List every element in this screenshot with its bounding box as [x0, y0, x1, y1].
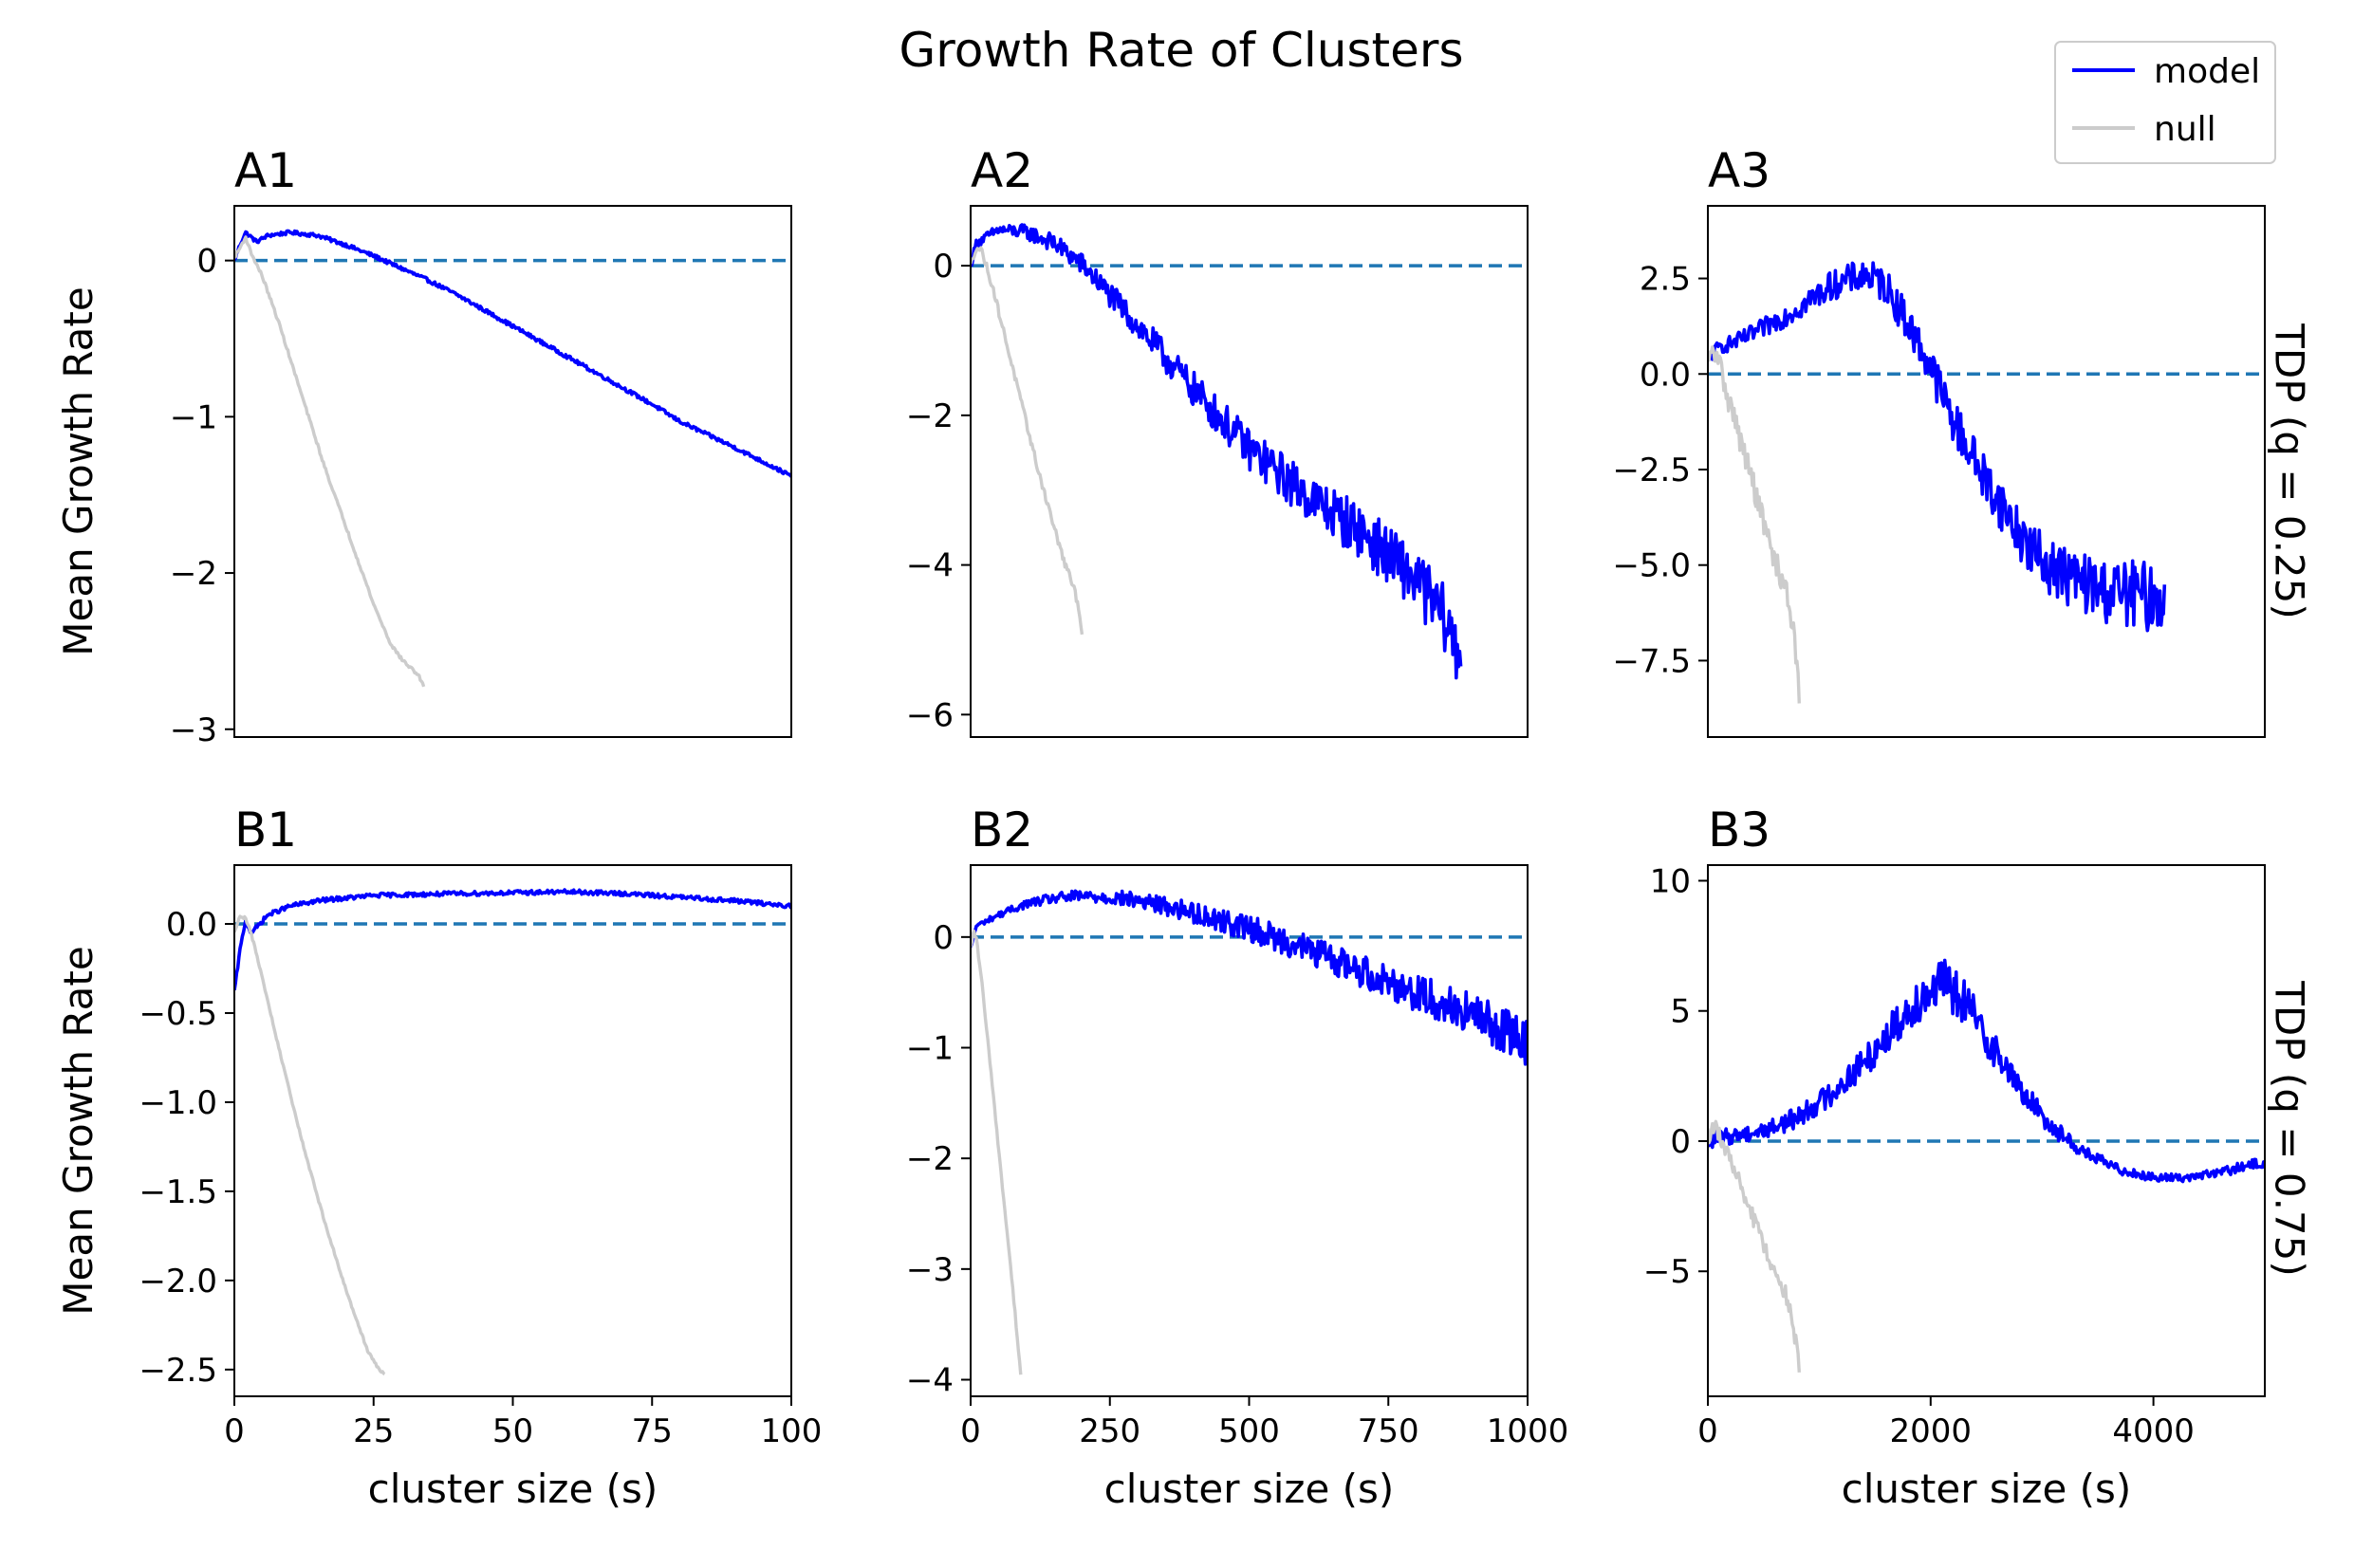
panel-b2-ytick-label: −4 — [906, 1362, 954, 1400]
panel-a1-title: A1 — [234, 143, 297, 198]
row-label-bottom: TDP (q = 0.75) — [2267, 980, 2313, 1277]
panel-b1-series — [234, 888, 791, 1376]
panel-b1: 0.0 −0.5 −1.0 −1.5 −2.0 −2.50 25 50 75 100 B1 clust… — [55, 802, 822, 1512]
panel-b2-xtick-label: 500 — [1218, 1412, 1280, 1450]
panel-b2-xtick-label: 1000 — [1487, 1412, 1569, 1450]
panel-b1-xtick-label: 75 — [632, 1412, 673, 1450]
panel-b1-xtick-label: 50 — [492, 1412, 533, 1450]
panel-b2-xtick-label: 250 — [1079, 1412, 1140, 1450]
panel-b2-ytick-label: −2 — [906, 1140, 954, 1178]
panel-a3-ytick-label: 0.0 — [1640, 356, 1691, 394]
panel-b2-xtick-label: 750 — [1358, 1412, 1419, 1450]
panel-a3: 2.5 0.0 −2.5 −5.0 −7.5 A3 — [1612, 143, 2266, 738]
panel-a2-ytick-label: 0 — [933, 248, 954, 286]
legend-null-label: null — [2154, 110, 2216, 149]
panel-a1-model-line — [234, 229, 791, 478]
panel-a3-series — [1708, 261, 2167, 704]
figure-title: Growth Rate of Clusters — [899, 23, 1463, 78]
panel-a2-ytick-label: −4 — [906, 547, 954, 585]
legend-model-label: model — [2154, 52, 2260, 91]
panel-b1-ytick-label: 0.0 — [166, 906, 217, 944]
panel-a1-ytick-label: −2 — [170, 555, 217, 593]
panel-a2-ytick-label: −2 — [906, 397, 954, 435]
panel-a3-ytick-label: 2.5 — [1640, 261, 1691, 299]
panel-b3-xtick-label: 0 — [1697, 1412, 1718, 1450]
panel-a1-ylabel: Mean Growth Rate — [55, 286, 102, 655]
panel-b3-ytick-label: 0 — [1670, 1123, 1691, 1161]
panel-a1-null-line — [234, 235, 426, 688]
panel-b2-ytick-label: 0 — [933, 919, 954, 957]
panel-b3-frame — [1707, 864, 2266, 1397]
panel-a2-null-line — [971, 246, 1084, 636]
panel-b1-xtick-label: 25 — [353, 1412, 394, 1450]
panel-b1-title: B1 — [234, 802, 297, 858]
panel-b2-ytick-label: −1 — [906, 1030, 954, 1068]
panel-b3-title: B3 — [1708, 802, 1770, 858]
panel-b1-ytick-label: −1.5 — [139, 1173, 217, 1211]
panel-a3-ytick-label: −5.0 — [1612, 547, 1691, 585]
panel-a1-ytick-label: 0 — [196, 243, 217, 281]
row-label-top: TDP (q = 0.25) — [2267, 323, 2313, 619]
panel-a1-ytick-label: −3 — [170, 711, 217, 749]
panel-a3-ytick-label: −7.5 — [1612, 642, 1691, 680]
panel-a1-ytick-label: −1 — [170, 398, 217, 436]
panel-a3-frame — [1707, 205, 2266, 738]
panel-b3-model-line — [1708, 958, 2265, 1184]
panel-a2-model-line — [971, 223, 1463, 680]
panel-b1-xtick-label: 0 — [224, 1412, 245, 1450]
panel-b1-ytick-label: −2.5 — [139, 1352, 217, 1390]
panel-b2-xlabel: cluster size (s) — [1104, 1466, 1395, 1512]
panel-b3-series — [1708, 958, 2265, 1373]
panel-a2-title: A2 — [971, 143, 1033, 198]
panel-a3-model-line — [1708, 261, 2167, 633]
panel-b1-ylabel: Mean Growth Rate — [55, 946, 102, 1315]
panel-b2-frame — [970, 864, 1529, 1397]
panel-b2-model-line — [971, 889, 1528, 1066]
panel-b3-ytick-label: −5 — [1643, 1253, 1691, 1291]
panel-a1-frame — [233, 205, 792, 738]
panel-b3-xtick-label: 2000 — [1890, 1412, 1973, 1450]
panel-b1-xlabel: cluster size (s) — [368, 1466, 658, 1512]
panel-a1: 0 −1 −2 −3 A1 Mean Growth Rate — [55, 143, 792, 749]
legend: model null — [2054, 41, 2276, 164]
panel-b1-frame — [233, 864, 792, 1397]
panel-b3-ytick-label: 10 — [1650, 862, 1691, 900]
panel-b3-xlabel: cluster size (s) — [1842, 1466, 2132, 1512]
panel-b3: 10 5 0 −5 0 2000 4000 B3 cluster size (s) — [1643, 802, 2266, 1512]
panel-b3-ytick-label: 5 — [1670, 993, 1691, 1031]
panel-a2-series — [971, 223, 1463, 680]
panel-a3-null-line — [1708, 345, 1801, 704]
panel-a3-ytick-label: −2.5 — [1612, 452, 1691, 489]
panel-b2-null-line — [971, 930, 1023, 1375]
panel-b1-model-line — [234, 888, 791, 991]
panel-b2-xtick-label: 0 — [960, 1412, 981, 1450]
panel-b1-ytick-label: −0.5 — [139, 995, 217, 1033]
panel-b1-ytick-label: −2.0 — [139, 1263, 217, 1301]
panel-b2-ytick-label: −3 — [906, 1251, 954, 1289]
panel-b2-title: B2 — [971, 802, 1033, 858]
panel-b3-xtick-label: 4000 — [2112, 1412, 2195, 1450]
panel-a3-title: A3 — [1708, 143, 1770, 198]
panel-b1-null-line — [234, 914, 386, 1376]
panel-a2-ytick-label: −6 — [906, 696, 954, 734]
panel-b1-ytick-label: −1.0 — [139, 1084, 217, 1122]
panel-a2-frame — [970, 205, 1529, 738]
panel-b3-null-line — [1708, 1119, 1801, 1373]
panel-a1-series — [234, 229, 791, 688]
panel-a2: 0 −2 −4 −6 A2 — [906, 143, 1529, 738]
panel-b1-xtick-label: 100 — [761, 1412, 823, 1450]
panel-b2-series — [971, 889, 1528, 1375]
